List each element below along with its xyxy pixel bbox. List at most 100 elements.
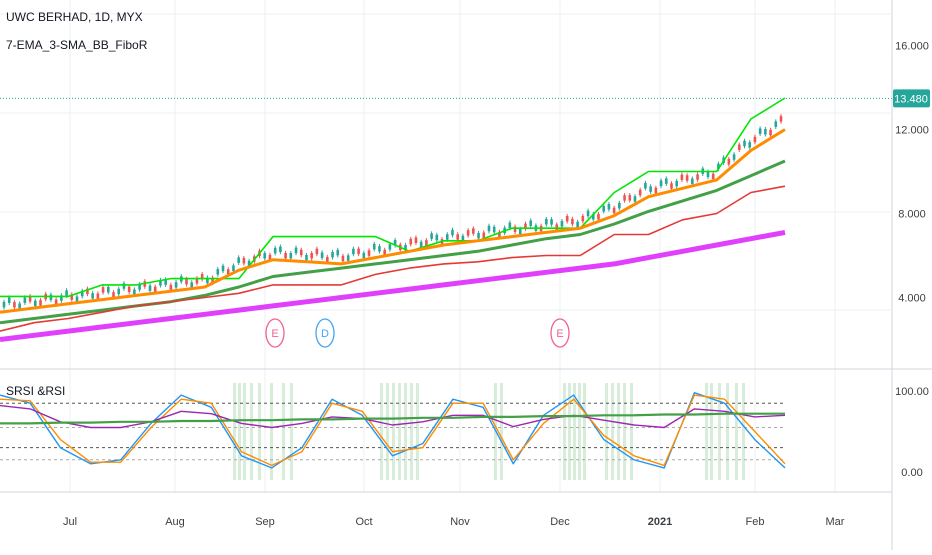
candle-body (299, 249, 303, 256)
signal-band (238, 383, 241, 480)
candle-body (545, 218, 548, 225)
candle-body (649, 186, 652, 192)
candle-body (247, 260, 251, 267)
candle-body (477, 232, 480, 239)
signal-band (578, 383, 581, 480)
candle-body (597, 213, 600, 220)
price-axis-tick: 16.000 (895, 41, 929, 53)
candle-body (75, 296, 79, 302)
candle-body (717, 163, 720, 170)
price-axis[interactable]: 16.000 12.000 8.000 4.000 (895, 41, 929, 305)
time-axis-tick: Aug (165, 516, 185, 528)
price-series-line (0, 229, 786, 342)
signal-band (605, 383, 608, 480)
candle-body (472, 228, 475, 234)
price-axis-tick: 12.000 (895, 125, 929, 137)
candle-body (216, 269, 220, 275)
event-marker[interactable]: E (265, 318, 285, 348)
candle-body (737, 144, 741, 150)
candle-body (664, 178, 668, 184)
candle-body (764, 128, 767, 135)
time-axis-tick: Nov (450, 516, 470, 528)
candle-body (96, 293, 100, 299)
candle-body (388, 244, 392, 250)
time-axis[interactable]: Jul Aug Sep Oct Nov Dec 2021 Feb Mar (63, 516, 845, 528)
candle-body (644, 182, 647, 189)
candle-body (2, 301, 6, 308)
candle-body (190, 282, 194, 288)
signal-band (258, 383, 261, 480)
candle-body (633, 196, 637, 202)
srsi-panel-title[interactable]: SRSI &RSI (6, 384, 65, 398)
candle-body (279, 246, 282, 253)
candle-body (456, 234, 459, 240)
candle-body (39, 300, 42, 306)
candle-body (409, 238, 413, 245)
candle-body (310, 253, 313, 259)
candle-body (560, 221, 564, 227)
indicator-title[interactable]: 7-EMA_3-SMA_BB_FiboR (6, 38, 148, 52)
candle-body (769, 129, 772, 136)
candle-body (461, 235, 465, 242)
candle-body (774, 121, 778, 127)
time-axis-tick: Mar (826, 516, 845, 528)
signal-band (568, 383, 571, 480)
candle-body (13, 301, 16, 308)
candle-body (419, 241, 423, 248)
candle-body (211, 277, 214, 284)
price-axis-tick: 4.000 (898, 293, 926, 305)
srsi-series-line (0, 404, 786, 429)
candle-body (273, 247, 277, 254)
candle-body (174, 282, 178, 288)
candle-body (638, 189, 642, 196)
candle-body (670, 183, 673, 189)
candle-body (305, 254, 308, 261)
candle-body (393, 240, 397, 246)
candle-body (571, 218, 574, 225)
price-series-line (0, 97, 786, 298)
candle-body (106, 286, 110, 293)
signal-band (270, 383, 273, 480)
candle-body (445, 234, 449, 240)
candle-body (691, 178, 694, 184)
candle-body (315, 248, 319, 255)
signal-band (573, 383, 576, 480)
candle-body (628, 195, 632, 201)
candle-body (612, 207, 616, 214)
candle-body (414, 237, 418, 243)
candle-body (565, 215, 569, 222)
candle-body (487, 225, 491, 232)
signal-band (410, 383, 413, 480)
last-price-badge: 13.480 (893, 89, 930, 108)
candlestick-series (2, 114, 783, 312)
candle-body (148, 285, 152, 291)
candle-body (346, 255, 350, 261)
last-price-value: 13.480 (894, 93, 928, 105)
candle-body (284, 252, 287, 259)
candle-body (618, 202, 621, 209)
signal-band (563, 383, 566, 480)
candle-body (529, 220, 532, 226)
candle-body (404, 245, 407, 251)
candle-body (33, 300, 37, 307)
srsi-axis[interactable]: 100.00 0.00 (895, 386, 929, 479)
candle-body (70, 294, 74, 300)
srsi-series-line (0, 412, 785, 425)
signal-band (386, 383, 389, 480)
event-marker[interactable]: E (550, 318, 570, 348)
candle-body (195, 278, 199, 284)
candle-body (242, 258, 246, 264)
candle-body (268, 254, 272, 261)
candle-body (430, 233, 433, 239)
candle-body (226, 269, 230, 275)
signal-band (416, 383, 419, 480)
candle-body (696, 174, 699, 180)
candle-body (341, 255, 345, 262)
event-marker[interactable]: D (315, 318, 335, 348)
srsi-axis-tick: 100.00 (895, 386, 929, 398)
candle-body (675, 180, 679, 187)
candle-body (237, 257, 240, 263)
signal-band (380, 383, 383, 480)
